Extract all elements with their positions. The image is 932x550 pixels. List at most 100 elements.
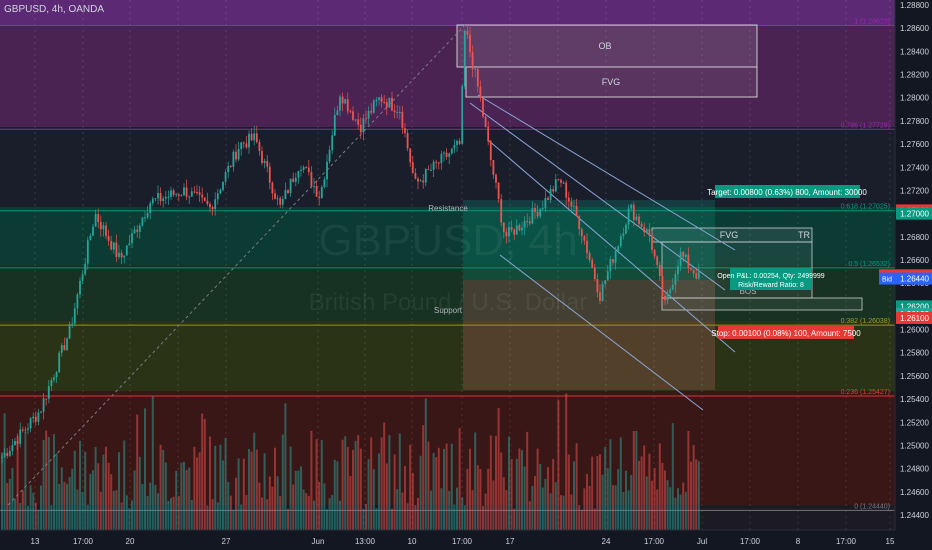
candle-body <box>570 201 573 207</box>
volume-bar <box>224 437 227 530</box>
volume-bar <box>487 468 490 530</box>
volume-bar <box>484 493 487 530</box>
volume-bar <box>76 489 79 530</box>
volume-bar <box>645 476 648 530</box>
volume-bar <box>573 461 575 530</box>
volume-bar <box>437 447 440 530</box>
target-label-box <box>715 185 860 198</box>
volume-bar <box>547 467 549 530</box>
candle-body <box>656 256 659 265</box>
volume-bar <box>53 434 55 530</box>
candle-body <box>198 192 201 195</box>
candle-body <box>149 203 152 213</box>
volume-bar <box>123 440 126 530</box>
candle-body <box>242 142 245 144</box>
volume-bar <box>144 408 146 530</box>
x-tick-label: 17:00 <box>836 537 857 546</box>
candle-body <box>258 142 261 151</box>
x-tick-label: 10 <box>408 537 417 546</box>
volume-bar <box>695 459 698 530</box>
fvg-box-top <box>465 66 758 98</box>
candle-body <box>643 226 646 233</box>
y-tick-label: 1.27200 <box>900 186 929 195</box>
candle-body <box>89 235 92 241</box>
candle-body <box>211 207 214 209</box>
volume-bar <box>570 494 573 530</box>
volume-bar <box>328 498 331 530</box>
volume-bar <box>297 470 300 530</box>
candle-body <box>497 182 500 200</box>
candle-body <box>146 212 149 218</box>
volume-bar <box>596 456 599 530</box>
candle-body <box>679 251 682 267</box>
candle-body <box>362 118 365 133</box>
volume-bar <box>45 430 48 530</box>
x-tick-label: 20 <box>126 537 135 546</box>
candle-body <box>79 280 81 295</box>
candle-body <box>110 240 113 250</box>
volume-bar <box>19 503 22 530</box>
open-pl-box <box>730 268 812 290</box>
volume-bar <box>380 437 383 530</box>
candle-body <box>167 196 170 198</box>
volume-bar <box>261 497 263 530</box>
volume-bar <box>466 468 469 530</box>
volume-bar <box>68 476 71 530</box>
volume-bar <box>606 468 609 530</box>
volume-bar <box>445 443 448 530</box>
x-tick-label: 24 <box>602 537 611 546</box>
candle-body <box>453 144 456 149</box>
y-tick-label: 1.24600 <box>900 488 929 497</box>
candle-body <box>216 193 219 200</box>
candle-body <box>456 140 458 145</box>
candle-body <box>144 217 146 219</box>
price-tags: 1.270281.270001.26468Ask1.26440Bid1.2620… <box>879 204 932 324</box>
volume-bar <box>640 456 643 530</box>
volume-bar <box>461 497 464 530</box>
volume-bar <box>37 509 40 530</box>
candle-body <box>55 372 58 378</box>
volume-bar <box>21 490 24 530</box>
volume-bar <box>133 470 136 530</box>
volume-bar <box>409 444 412 530</box>
channel-line-4 <box>499 254 704 411</box>
candle-body <box>115 242 118 257</box>
candle-body <box>388 97 391 108</box>
tr-label: TR <box>798 230 810 240</box>
candle-body <box>81 274 84 281</box>
price-axis[interactable] <box>895 0 932 530</box>
candle-body <box>315 185 318 197</box>
volume-bar <box>94 447 97 530</box>
candle-body <box>97 214 100 222</box>
time-axis[interactable] <box>0 530 932 550</box>
volume-bar <box>63 481 66 530</box>
volume-bar <box>393 454 396 530</box>
volume-bar <box>16 436 19 530</box>
volume-bar <box>518 448 521 530</box>
candle-body <box>380 97 383 102</box>
volume-bar <box>432 452 435 530</box>
volume-bar <box>71 468 74 530</box>
candle-body <box>19 429 22 444</box>
volume-bar <box>333 459 336 530</box>
volume-bar <box>593 508 596 530</box>
candle-body <box>222 181 224 190</box>
candle-body <box>583 236 586 241</box>
volume-bar <box>211 499 214 530</box>
candle-body <box>370 110 373 113</box>
volume-bar <box>370 437 373 530</box>
volume-bar <box>266 499 269 530</box>
volume-bar <box>679 494 682 530</box>
candle-body <box>245 143 248 148</box>
candle-body <box>367 110 370 119</box>
y-tick-label: 1.28400 <box>900 47 929 56</box>
candle-body <box>450 148 453 154</box>
volume-bar <box>505 490 508 530</box>
volume-bar <box>24 431 27 530</box>
candle-body <box>617 245 620 251</box>
candle-body <box>489 141 492 160</box>
price-tag-label: 1.27000 <box>900 210 929 219</box>
fib-band-green <box>0 207 895 265</box>
volume-bar <box>619 437 622 530</box>
